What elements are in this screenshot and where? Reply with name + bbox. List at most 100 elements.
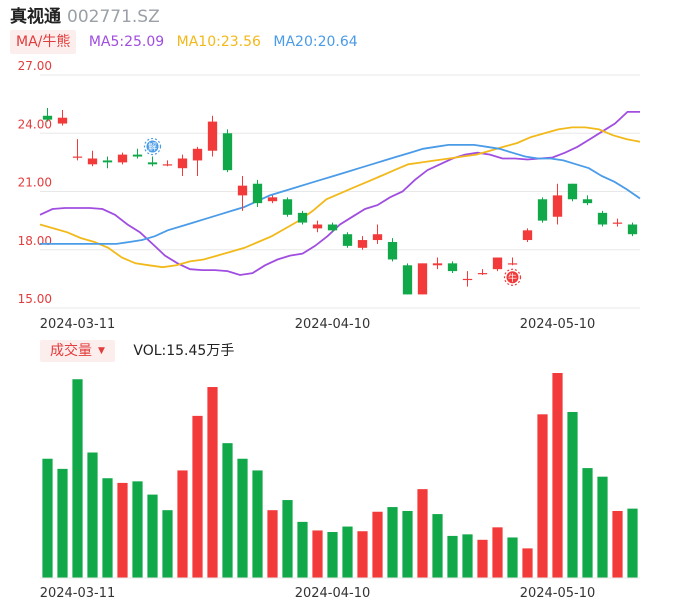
volume-bar bbox=[177, 470, 188, 578]
candle-body bbox=[102, 160, 113, 163]
price-tick-label: 18.00 bbox=[18, 234, 52, 248]
volume-bar bbox=[102, 478, 113, 578]
volume-bar bbox=[597, 476, 608, 578]
candle-body bbox=[267, 197, 278, 202]
date-tick-label: 2024-04-10 bbox=[295, 586, 371, 601]
candle-body bbox=[537, 199, 548, 221]
candle-body bbox=[582, 199, 593, 204]
candle-body bbox=[132, 154, 143, 157]
volume-bar bbox=[492, 527, 503, 578]
ma10-label: MA10:23.56 bbox=[176, 34, 261, 50]
volume-bar bbox=[522, 548, 533, 578]
volume-bar bbox=[87, 452, 98, 578]
price-tick-label: 24.00 bbox=[18, 117, 52, 131]
candle-body bbox=[372, 234, 383, 241]
candle-body bbox=[312, 224, 323, 229]
volume-bar bbox=[57, 468, 68, 578]
volume-indicator-selector[interactable]: 成交量 ▼ bbox=[40, 340, 115, 362]
candle-body bbox=[72, 156, 83, 158]
candle-body bbox=[342, 234, 353, 246]
volume-bar bbox=[357, 531, 368, 578]
candle-body bbox=[147, 162, 158, 165]
ma20-label: MA20:20.64 bbox=[273, 34, 358, 50]
candle-body bbox=[597, 212, 608, 225]
candle-body bbox=[237, 185, 248, 196]
candle-body bbox=[177, 158, 188, 169]
volume-bar bbox=[132, 481, 143, 578]
candle-body bbox=[462, 278, 473, 281]
volume-bar bbox=[372, 511, 383, 578]
candle-body bbox=[207, 121, 218, 151]
date-tick-label: 2024-04-10 bbox=[295, 317, 371, 332]
candle-body bbox=[612, 222, 623, 224]
volume-bar bbox=[327, 532, 338, 578]
date-tick-label: 2024-05-10 bbox=[520, 317, 596, 332]
candle-body bbox=[327, 224, 338, 231]
volume-bar bbox=[402, 510, 413, 578]
volume-tag-label: 成交量 bbox=[50, 343, 92, 359]
candle-body bbox=[432, 263, 443, 266]
ma20-line bbox=[40, 143, 641, 245]
volume-legend: 成交量 ▼ VOL:15.45万手 bbox=[40, 340, 234, 362]
volume-bar bbox=[582, 468, 593, 578]
candle-body bbox=[42, 115, 53, 120]
stock-name: 真视通 bbox=[10, 7, 61, 27]
candle-body bbox=[567, 183, 578, 200]
candle-body bbox=[282, 199, 293, 215]
volume-bar bbox=[162, 510, 173, 578]
volume-bar bbox=[627, 508, 638, 578]
signal-marker-label: 解 bbox=[148, 141, 157, 153]
volume-bar bbox=[387, 507, 398, 578]
volume-bar bbox=[462, 534, 473, 578]
dropdown-arrow-icon: ▼ bbox=[98, 346, 105, 356]
volume-value: VOL:15.45万手 bbox=[133, 343, 235, 359]
ma-indicator-selector[interactable]: MA/牛熊 bbox=[10, 30, 77, 54]
volume-bar bbox=[552, 373, 563, 578]
price-tick-label: 15.00 bbox=[18, 292, 52, 306]
volume-bar bbox=[192, 415, 203, 578]
candle-body bbox=[507, 263, 518, 265]
candle-body bbox=[192, 148, 203, 161]
date-tick-label: 2024-03-11 bbox=[40, 317, 116, 332]
stock-title: 真视通 002771.SZ bbox=[10, 5, 160, 29]
candle-body bbox=[87, 158, 98, 165]
candle-body bbox=[297, 212, 308, 223]
volume-bar bbox=[207, 387, 218, 578]
candle-body bbox=[477, 273, 488, 275]
candle-body bbox=[252, 183, 263, 204]
candle-body bbox=[522, 230, 533, 241]
ma-legend: MA/牛熊 MA5:25.09 MA10:23.56 MA20:20.64 bbox=[10, 30, 358, 54]
date-tick-label: 2024-05-10 bbox=[520, 586, 596, 601]
candle-body bbox=[222, 133, 233, 171]
ma5-label: MA5:25.09 bbox=[88, 34, 165, 50]
signal-marker-label: 牛 bbox=[508, 272, 517, 284]
candle-body bbox=[117, 154, 128, 163]
volume-bar bbox=[507, 537, 518, 578]
volume-bar bbox=[252, 470, 263, 578]
volume-bar bbox=[147, 494, 158, 578]
stock-code: 002771.SZ bbox=[67, 7, 160, 27]
volume-bar bbox=[342, 526, 353, 578]
volume-bar bbox=[297, 521, 308, 578]
ma10-line bbox=[39, 126, 641, 269]
candle-body bbox=[447, 263, 458, 272]
volume-bar bbox=[282, 500, 293, 578]
price-tick-label: 27.00 bbox=[18, 59, 52, 73]
candle-body bbox=[402, 265, 413, 295]
volume-bar bbox=[72, 379, 83, 578]
candle-body bbox=[552, 195, 563, 217]
candle-body bbox=[57, 117, 68, 124]
volume-bar bbox=[432, 514, 443, 578]
signal-marker bbox=[506, 271, 519, 284]
candle-body bbox=[357, 240, 368, 248]
volume-bar bbox=[222, 443, 233, 578]
volume-bar bbox=[537, 414, 548, 578]
volume-bar bbox=[42, 458, 53, 578]
volume-bar bbox=[567, 411, 578, 578]
volume-bar bbox=[237, 458, 248, 578]
candle-body bbox=[627, 224, 638, 235]
volume-bar bbox=[267, 510, 278, 578]
volume-bar bbox=[447, 535, 458, 578]
volume-bar bbox=[312, 530, 323, 578]
